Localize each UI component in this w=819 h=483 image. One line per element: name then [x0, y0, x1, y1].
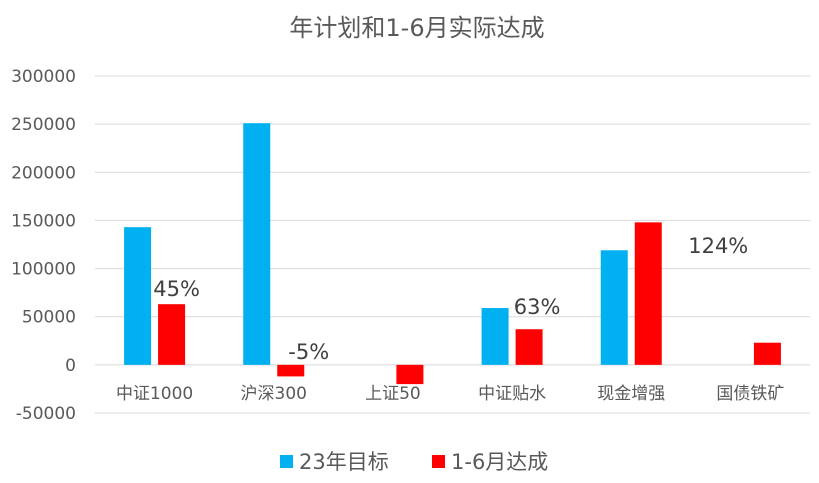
bar-target	[124, 227, 152, 365]
annotation-label: 45%	[153, 277, 200, 301]
x-category-label: 中证贴水	[478, 384, 546, 404]
chart-title: 年计划和1-6月实际达成	[289, 14, 544, 42]
bar-target	[600, 250, 628, 365]
annotation-label: -5%	[288, 340, 329, 364]
bar-actual	[515, 329, 543, 365]
bars	[124, 123, 781, 385]
y-tick-label: 300000	[11, 67, 76, 87]
legend-label: 1-6月达成	[451, 450, 548, 474]
bar-actual	[634, 222, 662, 365]
bar-target	[481, 308, 509, 365]
x-category-label: 沪深300	[241, 384, 307, 404]
bar-actual	[158, 304, 186, 365]
x-category-label: 上证50	[365, 384, 421, 404]
gridlines	[95, 75, 810, 414]
legend-label: 23年目标	[299, 450, 389, 474]
legend-swatch	[432, 455, 445, 468]
y-tick-label: 250000	[11, 115, 76, 135]
legend: 23年目标 1-6月达成	[280, 450, 548, 474]
x-axis-categories: 中证1000 沪深300 上证50 中证贴水 现金增强 国债铁矿	[116, 384, 784, 404]
annotations: 45% -5% 63% 124%	[153, 234, 748, 364]
x-category-label: 现金增强	[597, 384, 665, 404]
bar-target	[243, 123, 271, 365]
annotation-label: 124%	[688, 234, 748, 258]
x-category-label: 国债铁矿	[716, 384, 784, 404]
y-axis-ticks: 300000 250000 200000 150000 100000 50000 0 -500…	[11, 67, 76, 424]
y-tick-label: 100000	[11, 260, 76, 280]
y-tick-label: 50000	[22, 308, 76, 328]
legend-swatch	[280, 455, 293, 468]
y-tick-label: -50000	[16, 404, 76, 424]
y-tick-label: 150000	[11, 211, 76, 231]
bar-actual	[753, 342, 781, 365]
bar-actual	[396, 364, 424, 385]
y-tick-label: 0	[65, 356, 76, 376]
annotation-label: 63%	[514, 295, 561, 319]
y-tick-label: 200000	[11, 163, 76, 183]
bar-actual	[277, 364, 305, 377]
x-category-label: 中证1000	[116, 384, 193, 404]
